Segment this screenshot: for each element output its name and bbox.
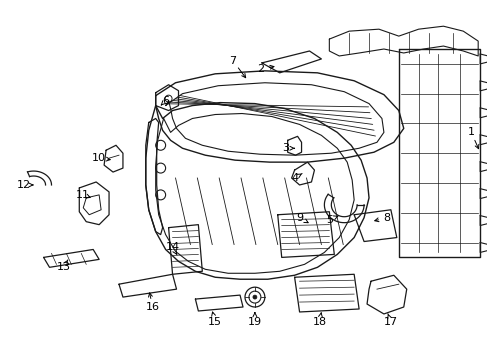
Text: 16: 16 (145, 302, 160, 312)
Text: 6: 6 (162, 96, 169, 105)
Text: 10: 10 (92, 153, 106, 163)
Text: 15: 15 (208, 317, 222, 327)
Text: 14: 14 (165, 243, 179, 252)
Text: 8: 8 (383, 213, 389, 223)
Text: 7: 7 (229, 56, 236, 66)
Text: 3: 3 (282, 143, 288, 153)
Text: 4: 4 (290, 173, 298, 183)
Text: 11: 11 (76, 190, 90, 200)
Text: 2: 2 (257, 64, 264, 74)
Text: 13: 13 (56, 262, 70, 272)
Text: 18: 18 (312, 317, 326, 327)
Text: 12: 12 (17, 180, 31, 190)
Text: 9: 9 (295, 213, 303, 223)
Text: 19: 19 (247, 317, 262, 327)
Circle shape (252, 295, 256, 299)
Text: 17: 17 (383, 317, 397, 327)
Text: 5: 5 (325, 215, 332, 225)
Text: 1: 1 (467, 127, 474, 138)
